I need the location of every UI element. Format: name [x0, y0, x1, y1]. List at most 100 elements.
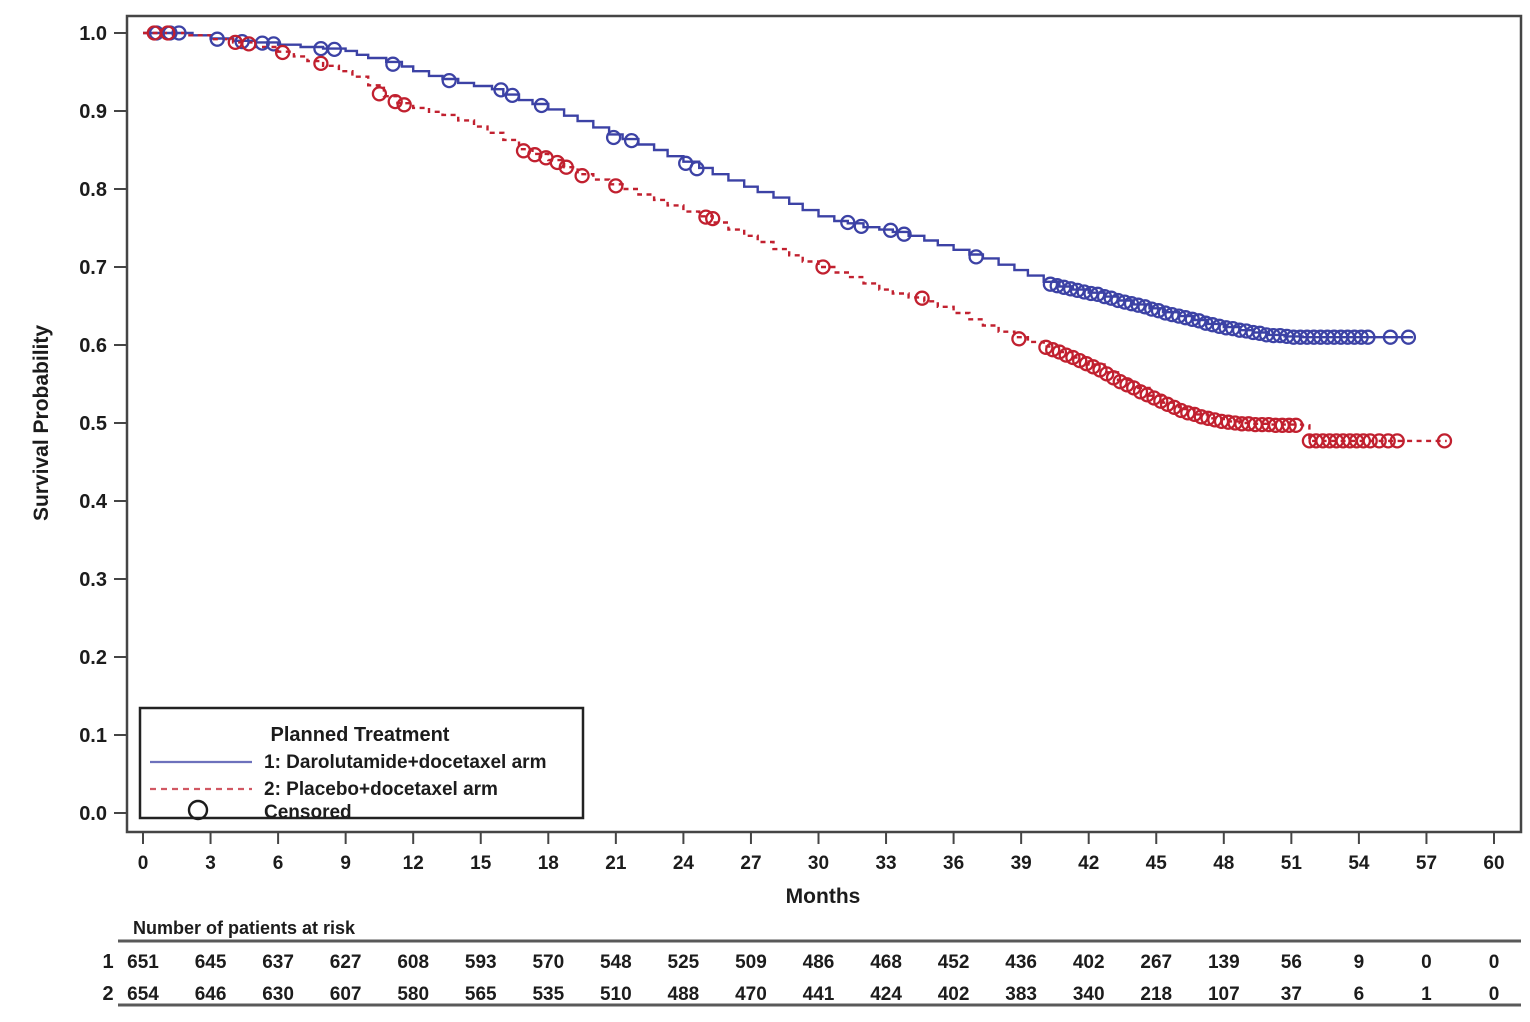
censor-mark-arm1: [689, 161, 705, 177]
censor-mark-arm1: [1204, 317, 1221, 333]
legend-censored-icon: [187, 799, 209, 821]
censor-mark-arm1: [623, 132, 640, 149]
censor-mark-arm2: [1389, 433, 1405, 449]
censor-mark-arm2: [914, 290, 930, 306]
risk-count-cell: 580: [397, 984, 429, 1005]
x-tick-label: 60: [1483, 853, 1504, 874]
y-axis-title: Survival Probability: [30, 325, 53, 521]
censor-mark-arm2: [558, 159, 574, 175]
x-tick-label: 0: [138, 853, 149, 874]
risk-count-cell: 608: [397, 952, 429, 973]
risk-count-cell: 470: [735, 984, 767, 1005]
survival-curves: [143, 31, 1447, 443]
censor-mark-arm1: [1056, 279, 1072, 295]
x-tick-label: 3: [205, 853, 216, 874]
risk-count-cell: 436: [1005, 952, 1037, 973]
risk-count-cell: 0: [1421, 952, 1432, 973]
censor-mark-arm2: [274, 44, 291, 61]
censor-mark-arm2: [815, 259, 831, 275]
censor-mark-arm1: [853, 218, 869, 235]
censor-mark-arm1: [1069, 282, 1086, 299]
censor-mark-arm2: [1058, 347, 1074, 363]
risk-count-cell: 486: [803, 952, 835, 973]
censor-mark-arm2: [608, 178, 624, 194]
censor-mark-arm2: [549, 154, 565, 171]
y-tick-label: 0.2: [79, 647, 107, 669]
risk-count-cell: 6: [1354, 984, 1365, 1005]
risk-count-cell: 525: [668, 952, 700, 973]
censor-mark-arm1: [1042, 276, 1059, 292]
censor-mark-arm1: [1090, 286, 1106, 302]
x-tick-label: 12: [403, 853, 424, 874]
risk-count-cell: 468: [870, 952, 902, 973]
censor-mark-arm1: [1096, 288, 1113, 305]
risk-count-cell: 509: [735, 952, 767, 973]
censor-mark-arm1: [265, 36, 282, 52]
censor-mark-arm1: [1150, 303, 1167, 319]
censor-mark-arm1: [171, 25, 187, 41]
legend-items: 1: Darolutamide+docetaxel arm 2: Placebo+…: [150, 752, 546, 823]
censor-mark-arm1: [1083, 285, 1099, 302]
risk-count-cell: 654: [127, 984, 159, 1005]
censor-mark-arm1: [1382, 329, 1399, 345]
risk-table-title: Number of patients at risk: [133, 918, 356, 938]
x-tick-label: 48: [1213, 853, 1234, 874]
legend-box: Planned Treatment 1: Darolutamide+doceta…: [138, 706, 585, 823]
censor-mark-arm1: [1063, 281, 1079, 297]
x-tick-label: 30: [808, 853, 829, 874]
censor-mark-arm1: [1353, 329, 1369, 345]
risk-count-cell: 593: [465, 952, 497, 973]
censor-mark-arm2: [1038, 339, 1054, 355]
censor-mark-arm2: [1200, 410, 1216, 426]
censor-mark-arm1: [441, 72, 457, 89]
risk-count-cell: 441: [803, 984, 835, 1005]
censor-mark-arm1: [1123, 296, 1140, 312]
x-tick-label: 42: [1078, 853, 1099, 874]
risk-count-cell: 139: [1208, 952, 1240, 973]
censor-mark-arm2: [1045, 342, 1061, 358]
risk-count-cell: 645: [195, 952, 227, 973]
censor-mark-arm1: [968, 249, 984, 265]
censor-mark-arm2: [1173, 402, 1189, 419]
x-tick-label: 21: [605, 853, 627, 874]
censor-mark-arm1: [1360, 329, 1376, 345]
y-tick-label: 0.0: [79, 803, 107, 825]
risk-row-label: 1: [102, 951, 113, 973]
censor-mark-arm2: [698, 209, 714, 225]
legend-title: Planned Treatment: [271, 724, 450, 746]
risk-count-cell: 402: [1073, 952, 1105, 973]
censor-marks: [146, 25, 1453, 449]
y-tick-label: 0.1: [79, 725, 107, 747]
censor-mark-arm1: [1191, 313, 1207, 329]
y-tick-label: 0.6: [79, 335, 107, 357]
censor-mark-arm1: [1177, 310, 1194, 326]
x-axis-title: Months: [786, 885, 861, 908]
censor-mark-arm1: [1103, 290, 1119, 306]
x-tick-label: 51: [1281, 853, 1303, 874]
censor-mark-arm1: [234, 33, 250, 50]
risk-count-cell: 548: [600, 952, 632, 973]
censor-mark-arm1: [1171, 308, 1187, 324]
risk-count-cell: 0: [1489, 984, 1500, 1005]
censor-mark-arm2: [1011, 331, 1027, 347]
x-tick-label: 57: [1416, 853, 1437, 874]
censor-mark-arm1: [504, 87, 520, 104]
risk-count-cell: 646: [195, 984, 227, 1005]
x-tick-label: 27: [740, 853, 761, 874]
risk-count-cell: 402: [938, 984, 970, 1005]
risk-count-cell: 627: [330, 952, 362, 973]
censor-mark-arm1: [896, 226, 912, 242]
censor-mark-arm1: [1110, 292, 1126, 309]
censor-mark-arm1: [1117, 294, 1133, 310]
censor-mark-arm2: [241, 36, 257, 52]
risk-count-cell: 565: [465, 984, 497, 1005]
censor-mark-arm2: [1355, 433, 1372, 449]
y-tick-label: 0.9: [79, 101, 107, 123]
risk-count-cell: 1: [1421, 984, 1432, 1005]
risk-table: Number of patients at risk 1 651 645 637 627…: [102, 918, 1521, 1007]
x-tick-label: 24: [673, 853, 695, 874]
censor-mark-arm1: [385, 56, 401, 72]
survival-curve-arm1: [143, 31, 1413, 339]
risk-count-cell: 570: [532, 952, 564, 973]
risk-count-cell: 630: [262, 984, 294, 1005]
